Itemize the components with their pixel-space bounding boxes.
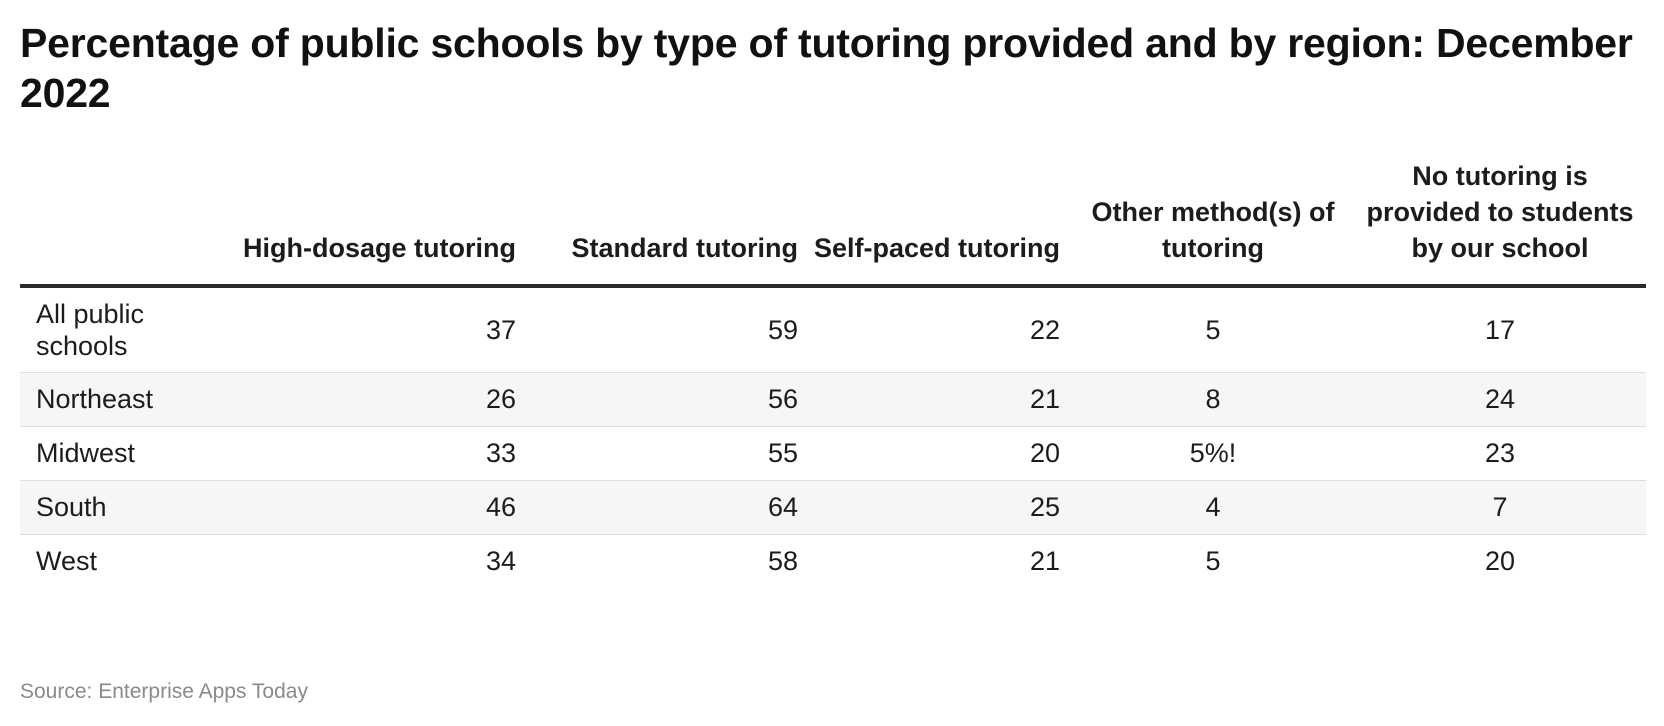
cell-other-methods: 5 [1072, 286, 1354, 373]
cell-standard: 55 [528, 426, 810, 481]
column-header-standard: Standard tutoring [528, 158, 810, 288]
cell-self-paced: 21 [810, 372, 1072, 427]
cell-high-dosage: 34 [485, 545, 516, 576]
data-table: High-dosage tutoring Standard tutoring S… [20, 158, 1646, 588]
cell-standard: 58 [767, 545, 798, 576]
cell-no-tutoring: 7 [1354, 480, 1646, 535]
cell-no-tutoring: 24 [1354, 372, 1646, 427]
row-label: All public schools [20, 286, 210, 373]
source-note: Source: Enterprise Apps Today [20, 680, 308, 703]
column-header-high-dosage: High-dosage tutoring [210, 158, 528, 288]
header-row: High-dosage tutoring Standard tutoring S… [20, 158, 1646, 288]
row-label: West [36, 545, 98, 576]
cell-standard: 56 [528, 372, 810, 427]
table-header: High-dosage tutoring Standard tutoring S… [20, 158, 1646, 288]
row-label: Northeast [20, 372, 210, 427]
table-body: All public schools 37 59 22 5 17 Northeast 26 56… [20, 286, 1646, 588]
chart-container: Percentage of public schools by type of … [20, 18, 1646, 588]
cell-self-paced: 21 [1029, 545, 1060, 576]
row-label: South [20, 480, 210, 535]
cell-self-paced: 20 [810, 426, 1072, 481]
column-header-other-methods: Other method(s) of tutoring [1072, 158, 1354, 288]
cell-other-methods: 5 [1205, 545, 1221, 576]
cell-high-dosage: 26 [210, 372, 528, 427]
cell-standard: 64 [528, 480, 810, 535]
table-row: West 34 58 21 5 20 [20, 534, 1646, 588]
cell-other-methods: 4 [1072, 480, 1354, 535]
cell-no-tutoring: 20 [1484, 545, 1516, 576]
cell-other-methods: 8 [1072, 372, 1354, 427]
chart-title: Percentage of public schools by type of … [20, 20, 1633, 116]
table-row: All public schools 37 59 22 5 17 [20, 286, 1646, 373]
cell-high-dosage: 46 [210, 480, 528, 535]
cell-self-paced: 22 [810, 286, 1072, 373]
cell-high-dosage: 37 [210, 286, 528, 373]
column-header-no-tutoring: No tutoring is provided to students by o… [1354, 158, 1646, 288]
cell-self-paced: 25 [810, 480, 1072, 535]
cell-standard: 59 [528, 286, 810, 373]
table-row: Northeast 26 56 21 8 24 [20, 372, 1646, 427]
row-label: Midwest [20, 426, 210, 481]
cell-high-dosage: 33 [210, 426, 528, 481]
column-header-self-paced: Self-paced tutoring [810, 158, 1072, 288]
table-row: Midwest 33 55 20 5%! 23 [20, 426, 1646, 481]
cell-other-methods: 5%! [1072, 426, 1354, 481]
cell-no-tutoring: 17 [1354, 286, 1646, 373]
column-header-label [20, 158, 210, 288]
cell-no-tutoring: 23 [1354, 426, 1646, 481]
table-row: South 46 64 25 4 7 [20, 480, 1646, 535]
